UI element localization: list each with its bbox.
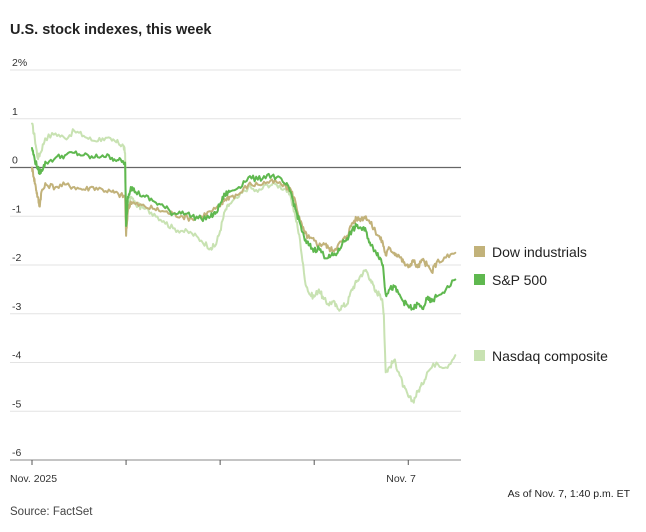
- y-tick-label: -4: [12, 350, 21, 362]
- y-tick-label: -5: [12, 398, 21, 410]
- legend-swatch: [474, 350, 485, 361]
- source-note: Source: FactSet: [10, 506, 93, 518]
- y-axis-tick-labels: 2% 1 0 -1 -2 -3 -4 -5 -6: [12, 57, 27, 459]
- x-axis: Nov. 2025 Nov. 7: [10, 459, 461, 485]
- series-line-s-p-500: [31, 147, 457, 311]
- y-tick-label: 1: [12, 106, 18, 118]
- y-tick-label: -1: [12, 203, 21, 215]
- legend-item-dow-industrials: Dow industrials: [474, 244, 587, 260]
- y-tick-label: -3: [12, 301, 21, 313]
- y-tick-label: -2: [12, 252, 21, 264]
- y-tick-label: 0: [12, 155, 18, 167]
- y-tick-label: 2%: [12, 57, 27, 69]
- legend-label: S&P 500: [492, 272, 547, 288]
- y-tick-label: -6: [12, 447, 21, 459]
- legend-swatch: [474, 274, 485, 285]
- series-line-nasdaq-composite: [31, 122, 457, 404]
- legend-item-nasdaq-composite: Nasdaq composite: [474, 348, 608, 364]
- x-tick-label: Nov. 7: [386, 473, 416, 485]
- legend-label: Nasdaq composite: [492, 348, 608, 364]
- series-lines: [31, 122, 457, 404]
- x-tick-label: Nov. 2025: [10, 473, 57, 485]
- series-line-dow-industrials: [31, 166, 457, 274]
- chart-title: U.S. stock indexes, this week: [10, 22, 212, 38]
- legend: Dow industrials S&P 500 Nasdaq composite: [474, 244, 608, 364]
- as-of-note: As of Nov. 7, 1:40 p.m. ET: [507, 488, 630, 500]
- legend-label: Dow industrials: [492, 244, 587, 260]
- legend-item-s-p-500: S&P 500: [474, 272, 547, 288]
- legend-swatch: [474, 246, 485, 257]
